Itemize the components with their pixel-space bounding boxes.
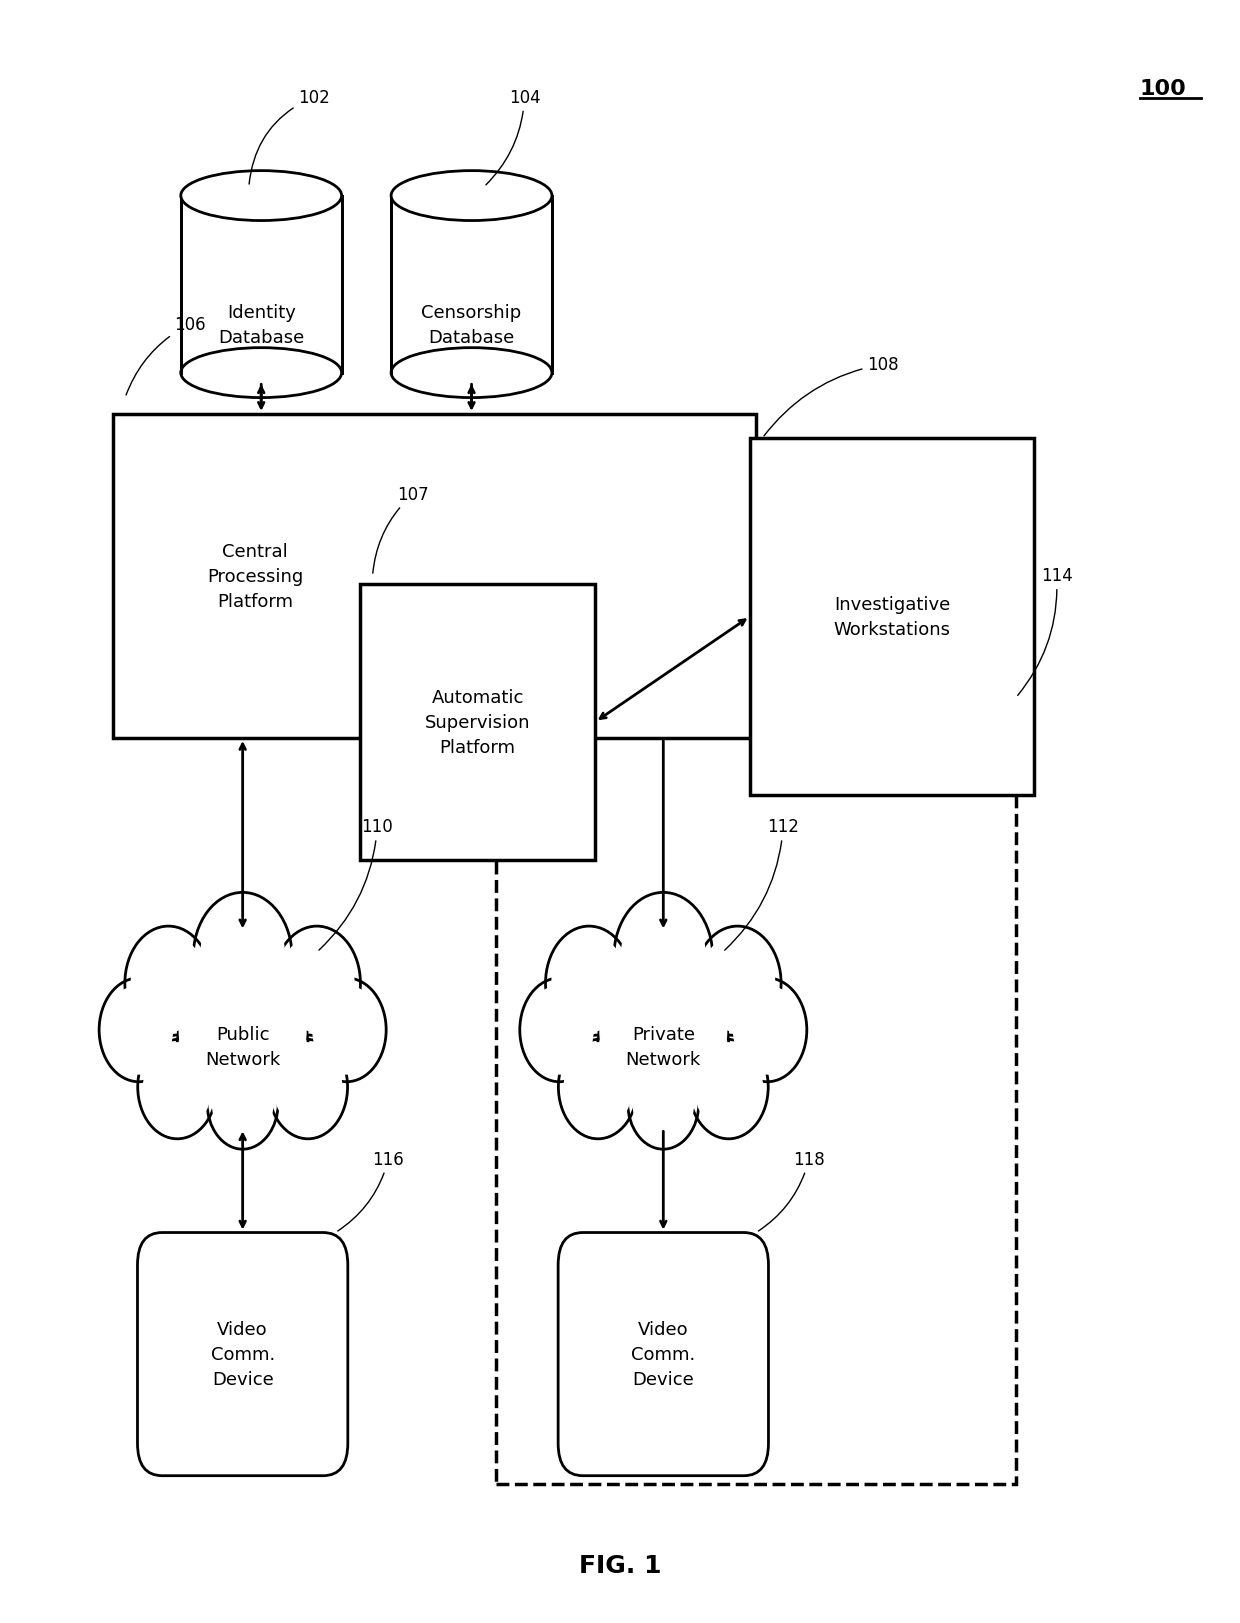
Bar bbox=[391, 196, 552, 373]
Text: 106: 106 bbox=[126, 315, 206, 396]
Text: Central
Processing
Platform: Central Processing Platform bbox=[207, 542, 303, 610]
Text: Video
Comm.
Device: Video Comm. Device bbox=[211, 1319, 275, 1388]
FancyBboxPatch shape bbox=[558, 1233, 769, 1475]
Ellipse shape bbox=[391, 349, 552, 398]
Bar bbox=[113, 414, 756, 738]
Circle shape bbox=[207, 1057, 278, 1149]
Text: 107: 107 bbox=[373, 485, 429, 575]
Text: 118: 118 bbox=[759, 1151, 825, 1232]
Circle shape bbox=[180, 948, 306, 1113]
Circle shape bbox=[212, 1063, 273, 1143]
Circle shape bbox=[701, 935, 775, 1032]
Circle shape bbox=[689, 1035, 769, 1139]
Circle shape bbox=[131, 935, 206, 1032]
Ellipse shape bbox=[391, 172, 552, 221]
Circle shape bbox=[564, 1044, 631, 1131]
Text: 100: 100 bbox=[1140, 78, 1187, 99]
Circle shape bbox=[193, 966, 293, 1096]
Circle shape bbox=[520, 979, 599, 1083]
Bar bbox=[181, 196, 342, 373]
Circle shape bbox=[308, 979, 386, 1083]
Circle shape bbox=[312, 987, 381, 1074]
Circle shape bbox=[632, 1063, 693, 1143]
Circle shape bbox=[546, 927, 632, 1040]
Circle shape bbox=[274, 1044, 342, 1131]
Circle shape bbox=[558, 1035, 637, 1139]
Bar bbox=[496, 617, 1016, 1483]
Circle shape bbox=[125, 927, 212, 1040]
Circle shape bbox=[552, 935, 626, 1032]
Circle shape bbox=[734, 987, 801, 1074]
Circle shape bbox=[273, 927, 361, 1040]
Text: 114: 114 bbox=[1018, 566, 1073, 696]
Text: 116: 116 bbox=[337, 1151, 404, 1232]
Text: Video
Comm.
Device: Video Comm. Device bbox=[631, 1319, 696, 1388]
Circle shape bbox=[144, 1044, 211, 1131]
Text: Censorship
Database: Censorship Database bbox=[422, 304, 522, 347]
Text: Identity
Database: Identity Database bbox=[218, 304, 304, 347]
Text: 104: 104 bbox=[486, 89, 541, 185]
Circle shape bbox=[268, 1035, 347, 1139]
Circle shape bbox=[99, 979, 179, 1083]
Bar bbox=[750, 438, 1034, 795]
Circle shape bbox=[694, 1044, 763, 1131]
Circle shape bbox=[600, 948, 727, 1113]
Text: Private
Network: Private Network bbox=[626, 1026, 701, 1068]
Circle shape bbox=[694, 927, 781, 1040]
Circle shape bbox=[627, 1057, 699, 1149]
Ellipse shape bbox=[181, 349, 342, 398]
Circle shape bbox=[105, 987, 172, 1074]
Ellipse shape bbox=[181, 172, 342, 221]
Circle shape bbox=[201, 902, 285, 1013]
Text: 112: 112 bbox=[724, 818, 799, 951]
Circle shape bbox=[614, 893, 713, 1022]
Circle shape bbox=[193, 893, 293, 1022]
Circle shape bbox=[280, 935, 353, 1032]
Text: 102: 102 bbox=[249, 89, 330, 185]
Text: FIG. 1: FIG. 1 bbox=[579, 1553, 661, 1578]
Circle shape bbox=[614, 966, 713, 1096]
Text: 108: 108 bbox=[764, 355, 899, 437]
Text: 110: 110 bbox=[319, 818, 393, 951]
Circle shape bbox=[728, 979, 807, 1083]
Bar bbox=[360, 584, 595, 860]
FancyBboxPatch shape bbox=[138, 1233, 347, 1475]
Circle shape bbox=[526, 987, 593, 1074]
Circle shape bbox=[138, 1035, 217, 1139]
Text: Automatic
Supervision
Platform: Automatic Supervision Platform bbox=[425, 688, 531, 756]
Text: Investigative
Workstations: Investigative Workstations bbox=[833, 596, 951, 638]
Text: Public
Network: Public Network bbox=[205, 1026, 280, 1068]
Circle shape bbox=[621, 902, 706, 1013]
